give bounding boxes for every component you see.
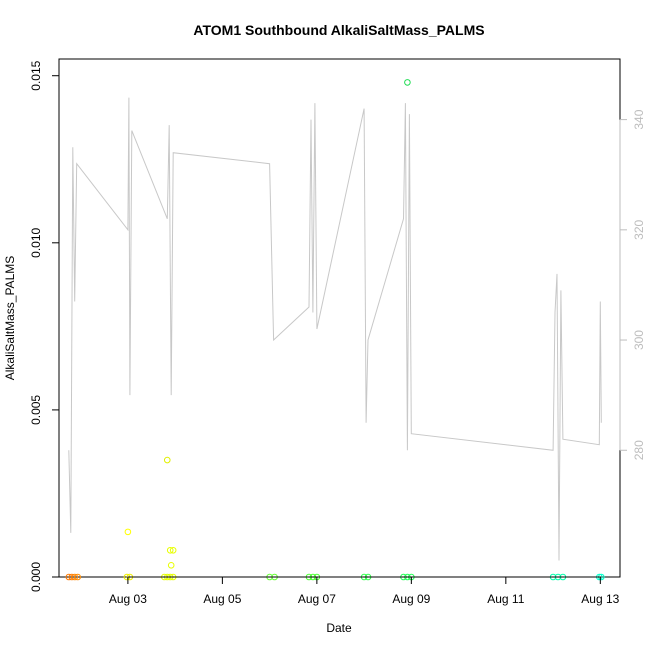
x-tick-label: Aug 03 — [109, 592, 147, 606]
y-tick-label: 0.005 — [29, 395, 43, 425]
data-point — [71, 573, 79, 581]
x-axis: Aug 03 Aug 05 Aug 07 Aug 09 Aug 11 Aug 13 — [109, 576, 620, 606]
data-point — [124, 528, 132, 536]
x-tick-label: Aug 07 — [298, 592, 336, 606]
y-tick-label: 0.000 — [29, 562, 43, 592]
chart-title: ATOM1 Southbound AlkaliSaltMass_PALMS — [193, 22, 484, 38]
secondary-y-axis: 280 300 320 340 — [619, 109, 646, 460]
secondary-axis-series-group — [68, 97, 602, 561]
y-axis: 0.000 0.005 0.010 0.015 — [29, 60, 60, 592]
secondary-axis-line-series — [68, 97, 602, 561]
y-tick-label: 0.010 — [29, 227, 43, 257]
secondary-y-tick-label: 300 — [632, 330, 646, 350]
x-tick-label: Aug 09 — [392, 592, 430, 606]
x-tick-label: Aug 13 — [581, 592, 619, 606]
x-axis-label: Date — [326, 621, 352, 635]
secondary-y-tick-label: 320 — [632, 219, 646, 239]
secondary-y-tick-label: 280 — [632, 440, 646, 460]
x-tick-label: Aug 05 — [203, 592, 241, 606]
y-tick-label: 0.015 — [29, 60, 43, 90]
data-point — [404, 79, 411, 86]
plot-frame — [58, 58, 621, 578]
data-point-group — [65, 79, 605, 581]
secondary-y-tick-label: 340 — [632, 109, 646, 129]
data-point — [169, 546, 177, 554]
x-tick-label: Aug 11 — [487, 592, 524, 606]
data-point — [163, 456, 171, 464]
data-point — [167, 562, 175, 569]
data-point — [74, 573, 81, 581]
y-axis-label: AlkaliSaltMass_PALMS — [3, 256, 17, 381]
data-point — [166, 546, 174, 554]
